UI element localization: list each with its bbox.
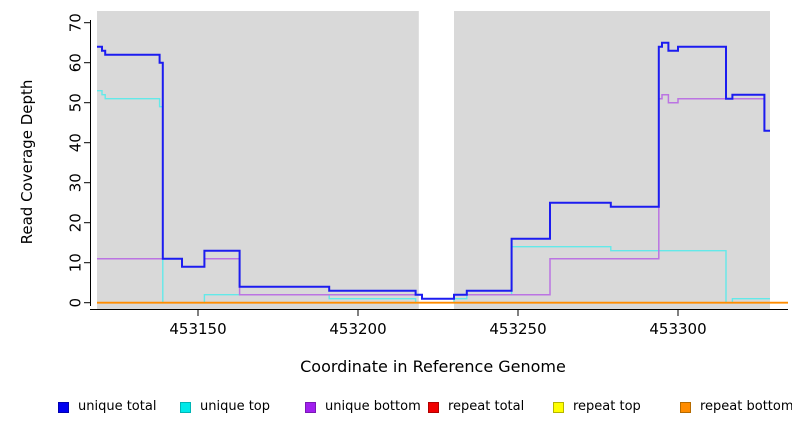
x-axis-title: Coordinate in Reference Genome — [300, 357, 566, 376]
legend-label: unique total — [78, 399, 157, 414]
y-tick-label: 50 — [67, 93, 85, 112]
legend-item-unique-total: unique total — [58, 398, 156, 416]
y-axis-title: Read Coverage Depth — [18, 80, 36, 245]
legend-swatch-repeat-bottom — [680, 401, 691, 413]
legend-item-unique-bottom: unique bottom — [305, 398, 421, 416]
x-tick-label: 453300 — [649, 320, 706, 338]
legend-label: repeat total — [448, 399, 525, 414]
y-tick-label: 20 — [67, 213, 85, 232]
y-tick-label: 60 — [67, 53, 85, 72]
coverage-gap-region — [418, 11, 454, 309]
y-tick-label: 10 — [67, 253, 85, 272]
y-tick-label: 0 — [67, 298, 85, 308]
legend-item-repeat-top: repeat top — [553, 398, 641, 416]
legend-swatch-repeat-total — [428, 401, 439, 413]
legend-swatch-unique-top — [180, 401, 191, 413]
x-tick-label: 453150 — [169, 320, 226, 338]
y-tick-label: 70 — [67, 13, 85, 32]
legend-swatch-repeat-top — [553, 401, 564, 413]
x-tick-label: 453200 — [329, 320, 386, 338]
legend: unique total unique top unique bottom repea… — [0, 398, 792, 418]
legend-label: repeat top — [573, 399, 641, 414]
x-tick-label: 453250 — [489, 320, 546, 338]
legend-item-unique-top: unique top — [180, 398, 270, 416]
legend-label: unique bottom — [325, 399, 421, 414]
legend-label: unique top — [200, 399, 271, 414]
y-tick-label: 30 — [67, 173, 85, 192]
series-line-unique-total — [97, 41, 770, 300]
y-tick-label: 40 — [67, 133, 85, 152]
legend-swatch-unique-bottom — [305, 401, 316, 413]
series-line-unique-top — [97, 90, 770, 304]
legend-label: repeat bottom — [700, 399, 792, 414]
legend-swatch-unique-total — [58, 401, 69, 413]
legend-item-repeat-total: repeat total — [428, 398, 524, 416]
legend-item-repeat-bottom: repeat bottom — [680, 398, 792, 416]
